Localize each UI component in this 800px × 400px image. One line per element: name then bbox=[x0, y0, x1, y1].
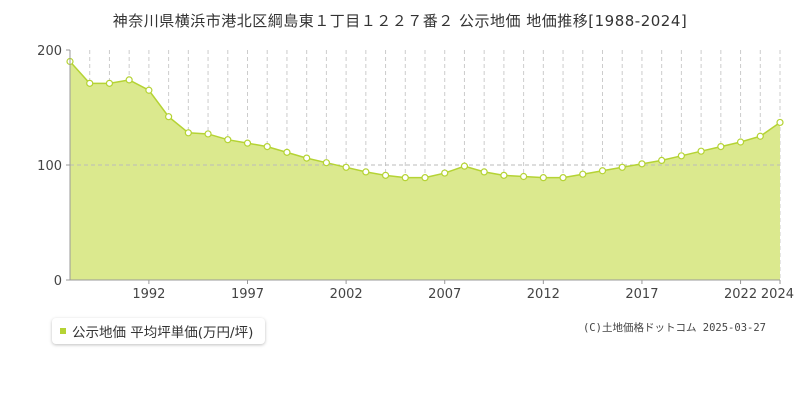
data-point bbox=[303, 154, 311, 162]
data-point bbox=[598, 167, 607, 175]
legend-label: 公示地価 平均坪単価(万円/坪) bbox=[72, 325, 254, 341]
data-point bbox=[658, 156, 666, 164]
x-tick-label: 1997 bbox=[231, 287, 264, 302]
data-point bbox=[86, 79, 94, 87]
data-point bbox=[421, 174, 429, 182]
data-point bbox=[401, 174, 409, 182]
x-tick-label: 1992 bbox=[132, 287, 165, 302]
data-point bbox=[184, 129, 192, 137]
data-point bbox=[145, 86, 153, 94]
data-point bbox=[224, 136, 232, 144]
data-point bbox=[677, 152, 685, 160]
data-point bbox=[756, 132, 764, 140]
x-tick-label: 2007 bbox=[428, 287, 461, 302]
data-point bbox=[204, 130, 212, 138]
data-point bbox=[480, 168, 488, 176]
data-point bbox=[263, 143, 271, 151]
data-point bbox=[736, 138, 745, 146]
data-point bbox=[559, 174, 567, 182]
data-point bbox=[125, 76, 133, 84]
area-fill bbox=[70, 61, 780, 280]
data-point bbox=[441, 169, 449, 177]
legend-swatch bbox=[60, 328, 66, 334]
data-point bbox=[322, 159, 330, 167]
data-point bbox=[381, 171, 390, 179]
data-point bbox=[362, 168, 370, 176]
legend: 公示地価 平均坪単価(万円/坪) bbox=[52, 318, 266, 344]
data-point bbox=[520, 172, 528, 181]
x-tick-label: 2002 bbox=[330, 287, 363, 302]
data-point bbox=[283, 148, 291, 156]
chart-title: 神奈川県横浜市港北区綱島東１丁目１２２７番２ 公示地価 地価推移[1988-20… bbox=[112, 12, 688, 30]
data-point bbox=[776, 118, 784, 127]
data-point bbox=[165, 113, 173, 121]
data-point bbox=[697, 147, 705, 155]
data-point bbox=[579, 170, 587, 178]
data-point bbox=[342, 163, 350, 171]
y-tick-label: 100 bbox=[37, 159, 62, 174]
data-point bbox=[105, 79, 114, 87]
y-tick-label: 0 bbox=[54, 274, 62, 289]
x-tick-label: 2017 bbox=[625, 287, 658, 302]
data-point bbox=[618, 163, 626, 171]
x-tick-label: 2022 bbox=[724, 287, 757, 302]
data-point bbox=[460, 162, 469, 170]
data-point bbox=[638, 160, 646, 168]
y-tick-label: 200 bbox=[37, 44, 62, 59]
data-point bbox=[243, 139, 252, 147]
x-tick-label: 2012 bbox=[527, 287, 560, 302]
copyright-credit: (C)土地価格ドットコム 2025-03-27 bbox=[582, 322, 766, 334]
data-point bbox=[539, 174, 547, 182]
data-point bbox=[717, 143, 725, 151]
x-tick-label: 2024 bbox=[761, 287, 794, 302]
data-point bbox=[500, 171, 508, 179]
